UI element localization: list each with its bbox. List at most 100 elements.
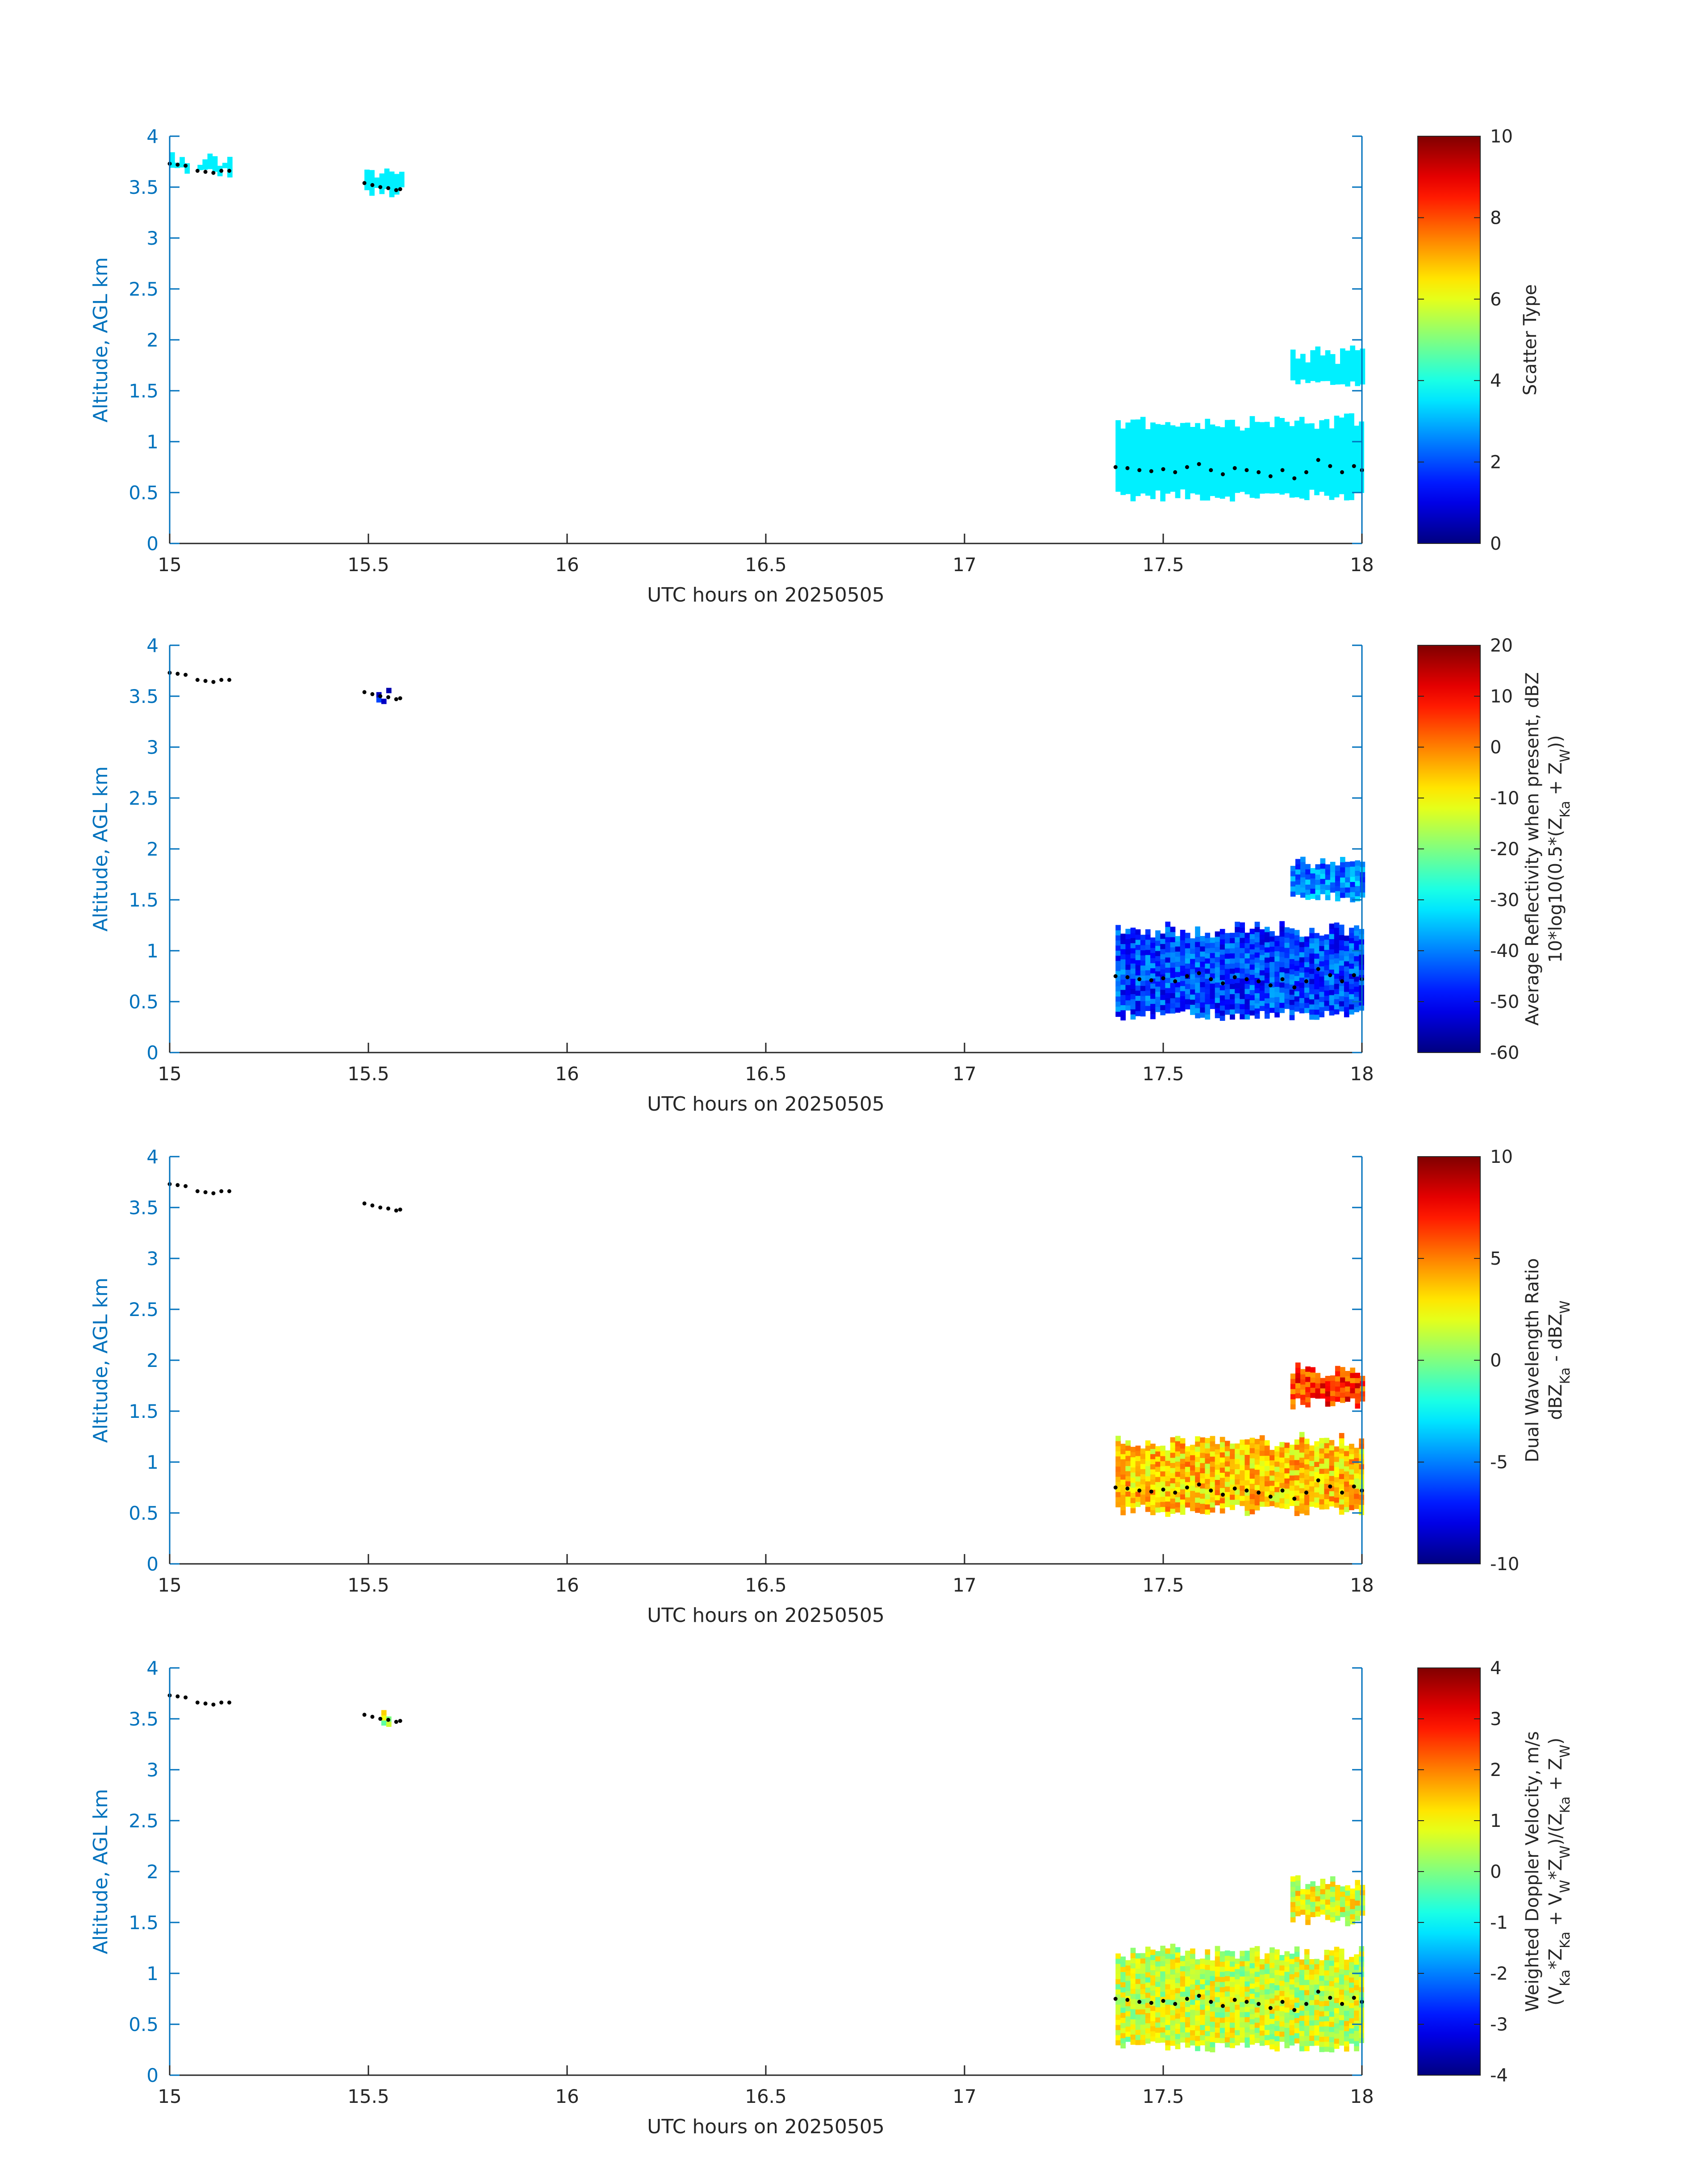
data-cell	[1259, 2020, 1265, 2026]
data-cell	[1200, 936, 1205, 941]
data-cell	[1290, 865, 1296, 871]
data-cell	[1170, 446, 1176, 451]
data-cell	[1354, 1458, 1359, 1463]
data-cell	[1145, 1972, 1151, 1978]
data-cell	[1335, 364, 1341, 369]
data-cell	[1319, 1504, 1324, 1510]
data-cell	[1274, 1990, 1280, 1996]
data-cell	[1130, 1497, 1136, 1503]
data-cell	[1284, 1992, 1290, 1997]
data-cell	[1329, 2031, 1335, 2037]
data-cell	[1140, 1469, 1146, 1475]
data-cell	[1155, 1986, 1161, 1992]
data-cell	[1205, 1494, 1211, 1500]
data-cell	[1155, 2017, 1161, 2023]
data-cell	[1160, 959, 1165, 965]
data-cell	[1324, 1965, 1330, 1971]
data-cell	[1145, 970, 1151, 976]
data-cell	[1180, 1474, 1186, 1479]
data-cell	[1244, 983, 1250, 989]
data-cell	[1130, 1998, 1136, 2004]
data-cell	[1299, 1964, 1305, 1970]
data-cell	[1334, 1502, 1340, 1508]
data-cell	[1190, 999, 1195, 1005]
data-cell	[1314, 2040, 1320, 2046]
data-cell	[1279, 1990, 1285, 1996]
data-cell	[1235, 426, 1240, 432]
data-cell	[1155, 434, 1161, 440]
data-cell	[1155, 2022, 1161, 2028]
data-cell	[1349, 2023, 1354, 2029]
y-tick-label: 3.5	[129, 176, 159, 198]
data-cell	[1190, 1490, 1195, 1496]
data-cell	[1130, 994, 1136, 999]
data-cell	[1284, 1981, 1290, 1987]
data-cell	[1284, 1453, 1290, 1458]
data-cell	[1190, 2030, 1195, 2035]
colorbar-tick-label: 2	[1490, 452, 1501, 473]
data-cell	[1125, 964, 1131, 970]
x-axis-label: UTC hours on 20250505	[647, 584, 885, 606]
data-cell	[1345, 351, 1350, 356]
data-cell	[1160, 964, 1165, 969]
data-cell	[1324, 419, 1330, 425]
data-cell	[1150, 1995, 1156, 2001]
data-cell	[1334, 431, 1340, 436]
data-cell	[1205, 2015, 1211, 2021]
data-cell	[1314, 474, 1320, 480]
data-cell	[1310, 1387, 1315, 1393]
data-cell	[1344, 976, 1349, 982]
data-cell	[1205, 958, 1211, 964]
data-cell	[1314, 1984, 1320, 1990]
data-cell	[1344, 1471, 1349, 1477]
data-cell	[1195, 1492, 1200, 1498]
data-cell	[1279, 453, 1285, 459]
data-cell	[1349, 489, 1354, 495]
data-cell	[1195, 1451, 1200, 1457]
data-cell	[1350, 376, 1355, 382]
data-cell	[1175, 966, 1181, 972]
data-cell	[1150, 458, 1156, 464]
data-cell	[1230, 2022, 1235, 2028]
data-cell	[1200, 1007, 1205, 1013]
data-cell	[1355, 1378, 1361, 1383]
data-cell	[1355, 1885, 1361, 1891]
data-cell	[1355, 350, 1361, 356]
data-cell	[1120, 1005, 1126, 1011]
data-cell	[1180, 981, 1186, 986]
data-cell	[1120, 1010, 1126, 1015]
data-cell	[1219, 468, 1225, 473]
data-cell	[1254, 927, 1260, 932]
data-cell	[1329, 1986, 1335, 1992]
data-cell	[1135, 1953, 1141, 1959]
data-cell	[1339, 1433, 1345, 1438]
data-cell	[1240, 461, 1245, 467]
data-cell	[1160, 2027, 1165, 2033]
data-cell	[1125, 422, 1131, 428]
data-cell	[1150, 1469, 1156, 1475]
data-cell	[1165, 1466, 1171, 1471]
data-cell	[1324, 1005, 1330, 1011]
data-cell	[1344, 1990, 1349, 1996]
data-cell	[1270, 1491, 1275, 1496]
data-cell	[1254, 1013, 1260, 1019]
data-cell	[1200, 2040, 1205, 2046]
data-cell	[1140, 1984, 1146, 1989]
data-cell	[1215, 431, 1220, 437]
data-cell	[1125, 1965, 1131, 1971]
data-cell	[1210, 1976, 1215, 1981]
data-cell	[389, 192, 395, 197]
data-cell	[1304, 423, 1310, 429]
data-cell	[1200, 429, 1205, 435]
data-cell	[1235, 932, 1240, 937]
data-cell	[1130, 989, 1136, 994]
data-cell	[1319, 1489, 1324, 1495]
data-cell	[1270, 1002, 1275, 1008]
data-cell	[1175, 972, 1181, 977]
data-cell	[1160, 2017, 1165, 2022]
data-cell	[1264, 442, 1270, 448]
data-cell	[1175, 1492, 1181, 1497]
data-cell	[1294, 1982, 1300, 1988]
data-cell	[1230, 425, 1235, 430]
data-cell	[1120, 2012, 1126, 2018]
